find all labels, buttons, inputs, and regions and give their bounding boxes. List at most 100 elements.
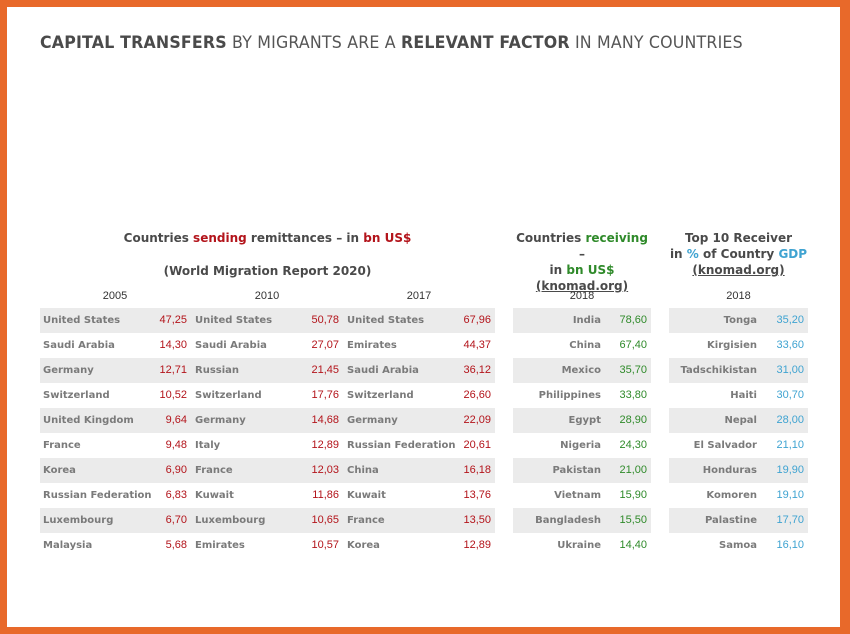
sending-country: Russian: [195, 365, 240, 376]
gdp-table-row: El Salvador 21,10: [669, 433, 808, 458]
sending-value: 44,37: [463, 339, 491, 351]
sending-value: 6,70: [165, 514, 187, 526]
receiving-country: Vietnam: [554, 490, 601, 501]
sending-country: United States: [43, 315, 121, 326]
receiving-table-row: India 78,60: [513, 308, 651, 333]
sending-country: Saudi Arabia: [43, 340, 115, 351]
sending-value: 9,48: [165, 439, 187, 451]
receiving-value: 14,40: [619, 539, 647, 551]
receiving-country: Nigeria: [560, 440, 601, 451]
gdp-value: 19,90: [776, 464, 804, 476]
sending-country: Italy: [195, 440, 221, 451]
sending-value: 14,68: [311, 414, 339, 426]
sending-country: Luxembourg: [195, 515, 266, 526]
sending-value: 12,89: [463, 539, 491, 551]
sending-value: 10,65: [311, 514, 339, 526]
sending-value: 13,50: [463, 514, 491, 526]
gdp-value: 35,20: [776, 314, 804, 326]
receiving-table-row: Pakistan 21,00: [513, 458, 651, 483]
sending-table-row: Malaysia 5,68 Emirates 10,57 Korea 12,89: [40, 533, 495, 558]
sending-value: 17,76: [311, 389, 339, 401]
gdp-table-row: Honduras 19,90: [669, 458, 808, 483]
sending-table-row: Saudi Arabia 14,30 Saudi Arabia 27,07 Emirat…: [40, 333, 495, 358]
sending-table-row: Germany 12,71 Russian 21,45 Saudi Arabia 36,1…: [40, 358, 495, 383]
sending-value: 10,52: [159, 389, 187, 401]
sending-value: 11,86: [312, 489, 339, 501]
gdp-table-row: Komoren 19,10: [669, 483, 808, 508]
sending-table-row: Luxembourg 6,70 Luxembourg 10,65 France 13,50: [40, 508, 495, 533]
gdp-table-row: Palastine 17,70: [669, 508, 808, 533]
title-text-1: BY MIGRANTS ARE A: [226, 33, 401, 53]
receiving-country: China: [569, 340, 601, 351]
gdp-country: Samoa: [719, 540, 757, 551]
receiving-country: Bangladesh: [535, 515, 601, 526]
sending-value: 50,78: [311, 314, 339, 326]
sending-country: France: [347, 515, 385, 526]
receiving-value: 21,00: [619, 464, 647, 476]
sending-value: 47,25: [159, 314, 187, 326]
receiving-value: 28,90: [619, 414, 647, 426]
sending-country: United States: [347, 315, 425, 326]
sending-country: Luxembourg: [43, 515, 114, 526]
sending-table-row: Russian Federation 6,83 Kuwait 11,86 Kuwait 1…: [40, 483, 495, 508]
gdp-table-row: Samoa 16,10: [669, 533, 808, 558]
sending-country: Switzerland: [195, 390, 262, 401]
gdp-value: 17,70: [776, 514, 804, 526]
gdp-table-row: Kirgisien 33,60: [669, 333, 808, 358]
gdp-country: Kirgisien: [707, 340, 757, 351]
receiving-country: Ukraine: [557, 540, 601, 551]
sending-country: Switzerland: [347, 390, 414, 401]
sending-table-row: France 9,48 Italy 12,89 Russian Federation 20…: [40, 433, 495, 458]
gdp-country: Haiti: [730, 390, 757, 401]
sending-value: 5,68: [165, 539, 187, 551]
sending-table-row: United States 47,25 United States 50,78 Unit…: [40, 308, 495, 333]
receiving-country: Egypt: [568, 415, 601, 426]
receiving-country: Philippines: [538, 390, 601, 401]
sending-value: 26,60: [463, 389, 491, 401]
sending-value: 9,64: [165, 414, 187, 426]
sending-table-row: Korea 6,90 France 12,03 China 16,18: [40, 458, 495, 483]
sending-country: France: [195, 465, 233, 476]
receiving-table-row: Bangladesh 15,50: [513, 508, 651, 533]
gdp-value: 16,10: [776, 539, 804, 551]
receiving-country: India: [572, 315, 601, 326]
gdp-table-row: Tadschikistan 31,00: [669, 358, 808, 383]
sending-value: 16,18: [463, 464, 491, 476]
receiving-table-row: Ukraine 14,40: [513, 533, 651, 558]
receiving-value: 33,80: [619, 389, 647, 401]
sending-value: 6,90: [165, 464, 187, 476]
sending-country: Emirates: [195, 540, 245, 551]
sending-value: 12,89: [311, 439, 339, 451]
sending-country: Saudi Arabia: [195, 340, 267, 351]
receiving-table-row: China 67,40: [513, 333, 651, 358]
sending-value: 67,96: [463, 314, 491, 326]
sending-value: 27,07: [311, 339, 339, 351]
sending-country: France: [43, 440, 81, 451]
sending-value: 36,12: [463, 364, 491, 376]
gdp-country: Komoren: [706, 490, 757, 501]
year-2018-gdp: 2018: [726, 290, 751, 302]
gdp-value: 21,10: [776, 439, 804, 451]
page-title: CAPITAL TRANSFERS BY MIGRANTS ARE A RELE…: [40, 33, 743, 53]
receiving-value: 15,50: [619, 514, 647, 526]
receiving-value: 67,40: [619, 339, 647, 351]
receiving-table-row: Nigeria 24,30: [513, 433, 651, 458]
receiving-table-row: Mexico 35,70: [513, 358, 651, 383]
sending-country: United Kingdom: [43, 415, 134, 426]
sending-table-row: Switzerland 10,52 Switzerland 17,76 Switzerl…: [40, 383, 495, 408]
sending-country: Korea: [347, 540, 380, 551]
receiving-table-row: Vietnam 15,90: [513, 483, 651, 508]
receiving-table-row: Philippines 33,80: [513, 383, 651, 408]
receiving-country: Mexico: [561, 365, 601, 376]
sending-country: United States: [195, 315, 273, 326]
sending-value: 12,71: [159, 364, 187, 376]
receiving-value: 15,90: [619, 489, 647, 501]
sending-country: Kuwait: [347, 490, 386, 501]
sending-country: China: [347, 465, 379, 476]
sending-header: Countries sending remittances – in bn US…: [40, 230, 495, 279]
gdp-value: 33,60: [776, 339, 804, 351]
sending-country: Kuwait: [195, 490, 234, 501]
receiving-value: 78,60: [619, 314, 647, 326]
gdp-country: Nepal: [724, 415, 758, 426]
sending-country: Russian Federation: [43, 490, 152, 501]
